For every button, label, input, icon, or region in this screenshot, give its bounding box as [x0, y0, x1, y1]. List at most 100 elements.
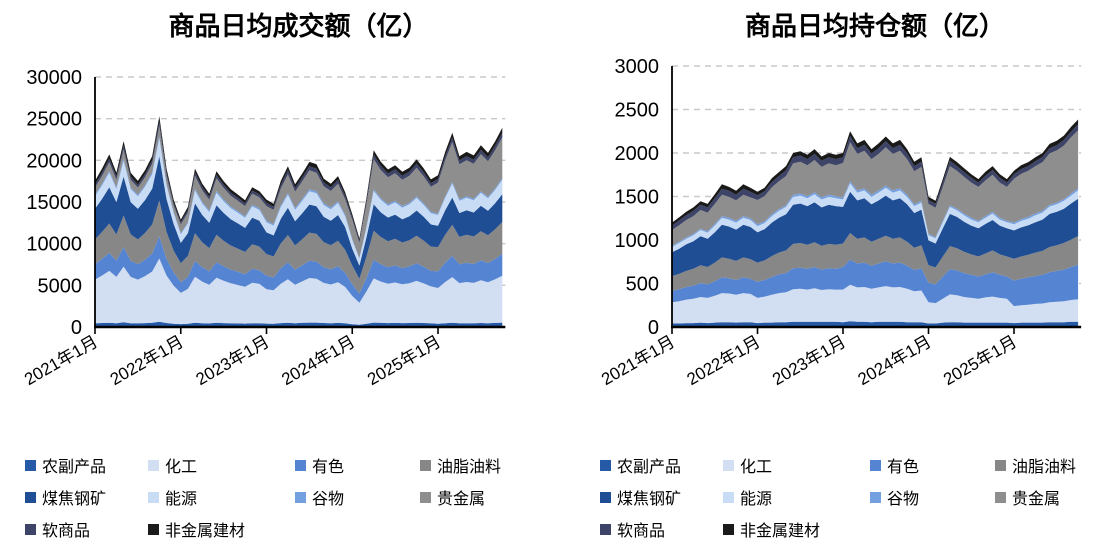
legend-swatch-nonmetal-building-materials: [723, 523, 734, 535]
legend-label: 贵金属: [1012, 491, 1061, 508]
open-interest-chart-legend: 农副产品 化工 有色 油脂油料煤焦钢矿 能源 谷物 贵金属软商品 非金属建材: [600, 449, 1100, 545]
x-tick-label: 2023年1月: [769, 332, 849, 389]
x-axis-ticks: 2021年1月 2022年1月 2023年1月 2024年1月 2025年1月: [598, 327, 1020, 389]
legend-swatch-agri-products: [600, 459, 611, 471]
legend-label: 谷物: [887, 491, 920, 508]
open-interest-chart-plot: 2021年1月 2022年1月 2023年1月 2024年1月 2025年1月05001…: [598, 56, 1082, 389]
y-tick-label: 2500: [615, 100, 660, 122]
x-tick-label: 2025年1月: [364, 332, 444, 389]
legend-label: 软商品: [42, 523, 91, 540]
legend-swatch-chemicals: [723, 459, 734, 471]
legend-label: 农副产品: [42, 459, 107, 476]
legend-swatch-soft-commodities: [600, 523, 611, 535]
legend-item-agri-products: 农副产品: [600, 453, 723, 477]
x-tick-label: 2025年1月: [940, 332, 1020, 389]
legend-item-coal-coke-steel: 煤焦钢矿: [600, 485, 723, 509]
legend-item-chemicals: 化工: [723, 453, 870, 477]
legend-label: 煤焦钢矿: [617, 491, 682, 508]
legend-label: 煤焦钢矿: [42, 491, 107, 508]
legend-item-oils-oilseeds: 油脂油料: [995, 453, 1100, 477]
legend-item-coal-coke-steel: 煤焦钢矿: [25, 485, 148, 509]
y-tick-label: 15000: [26, 192, 82, 214]
legend-item-nonmetal-building-materials: 非金属建材: [148, 517, 295, 541]
legend-item-energy: 能源: [148, 485, 295, 509]
legend-swatch-nonmetal-building-materials: [148, 523, 159, 535]
legend-label: 谷物: [312, 491, 345, 508]
y-tick-label: 30000: [26, 67, 82, 89]
legend-item-precious-metals: 贵金属: [995, 485, 1100, 509]
x-tick-label: 2021年1月: [21, 332, 101, 389]
legend-swatch-oils-oilseeds: [995, 459, 1006, 471]
area-energy: [672, 183, 1079, 253]
legend-label: 非金属建材: [740, 523, 821, 540]
area-oils-oilseeds: [672, 233, 1079, 291]
legend-item-agri-products: 农副产品: [25, 453, 148, 477]
legend-swatch-nonferrous: [870, 459, 881, 471]
x-tick-label: 2022年1月: [684, 332, 764, 389]
legend-swatch-coal-coke-steel: [600, 491, 611, 503]
open-interest-chart-title: 商品日均持仓额（亿）: [744, 11, 1005, 41]
turnover-chart-legend: 农副产品 化工 有色 油脂油料煤焦钢矿 能源 谷物 贵金属软商品 非金属建材: [25, 449, 540, 545]
legend-label: 能源: [740, 491, 773, 508]
legend-swatch-agri-products: [25, 459, 36, 471]
x-axis-ticks: 2021年1月 2022年1月 2023年1月 2024年1月 2025年1月: [21, 327, 444, 389]
area-coal-coke-steel: [95, 156, 503, 279]
y-axis-labels: 0 500 1000 1500 2000 2500 3000: [615, 56, 660, 339]
legend-label: 软商品: [617, 523, 666, 540]
y-tick-label: 5000: [38, 275, 83, 297]
turnover-chart-title: 商品日均成交额（亿）: [168, 11, 429, 41]
y-tick-label: 1500: [615, 187, 660, 209]
y-tick-label: 25000: [26, 109, 82, 131]
y-tick-label: 0: [71, 317, 82, 339]
legend-item-soft-commodities: 软商品: [25, 517, 148, 541]
legend-item-energy: 能源: [723, 485, 870, 509]
legend-swatch-nonferrous: [295, 459, 306, 471]
legend-item-soft-commodities: 软商品: [600, 517, 723, 541]
legend-swatch-chemicals: [148, 459, 159, 471]
legend-item-oils-oilseeds: 油脂油料: [420, 453, 540, 477]
y-tick-label: 20000: [26, 150, 82, 172]
x-tick-label: 2024年1月: [278, 332, 358, 389]
legend-item-grains: 谷物: [870, 485, 995, 509]
legend-swatch-grains: [295, 491, 306, 503]
area-precious-metals: [95, 125, 503, 258]
legend-item-precious-metals: 贵金属: [420, 485, 540, 509]
legend-label: 贵金属: [437, 491, 486, 508]
legend-swatch-oils-oilseeds: [420, 459, 431, 471]
x-tick-label: 2021年1月: [598, 332, 678, 389]
legend-item-nonferrous: 有色: [295, 453, 420, 477]
y-tick-label: 2000: [615, 143, 660, 165]
legend-item-nonferrous: 有色: [870, 453, 995, 477]
legend-label: 油脂油料: [437, 459, 502, 476]
y-axis-labels: 0 5000 10000 15000 20000 25000 30000: [26, 67, 82, 339]
legend-swatch-precious-metals: [995, 491, 1006, 503]
area-grains: [672, 181, 1079, 247]
legend-item-grains: 谷物: [295, 485, 420, 509]
y-tick-label: 1000: [615, 230, 660, 252]
area-chemicals: [95, 258, 503, 325]
area-precious-metals: [672, 130, 1079, 246]
legend-item-nonmetal-building-materials: 非金属建材: [723, 517, 870, 541]
area-agri-products: [672, 321, 1079, 327]
area-nonmetal-building-materials: [672, 119, 1079, 226]
area-chemicals: [672, 284, 1079, 324]
area-nonferrous: [95, 236, 503, 303]
area-soft-commodities: [672, 124, 1079, 230]
legend-swatch-coal-coke-steel: [25, 491, 36, 503]
area-nonferrous: [672, 259, 1079, 307]
legend-swatch-precious-metals: [420, 491, 431, 503]
legend-swatch-energy: [723, 491, 734, 503]
y-tick-label: 0: [648, 317, 659, 339]
legend-label: 非金属建材: [165, 523, 246, 540]
area-coal-coke-steel: [672, 191, 1079, 277]
x-tick-label: 2023年1月: [193, 332, 273, 389]
legend-item-chemicals: 化工: [148, 453, 295, 477]
legend-swatch-soft-commodities: [25, 523, 36, 535]
legend-label: 有色: [887, 459, 920, 476]
x-tick-label: 2024年1月: [855, 332, 935, 389]
legend-label: 能源: [165, 491, 198, 508]
x-tick-label: 2022年1月: [107, 332, 187, 389]
legend-label: 农副产品: [617, 459, 682, 476]
y-tick-label: 3000: [615, 56, 660, 78]
